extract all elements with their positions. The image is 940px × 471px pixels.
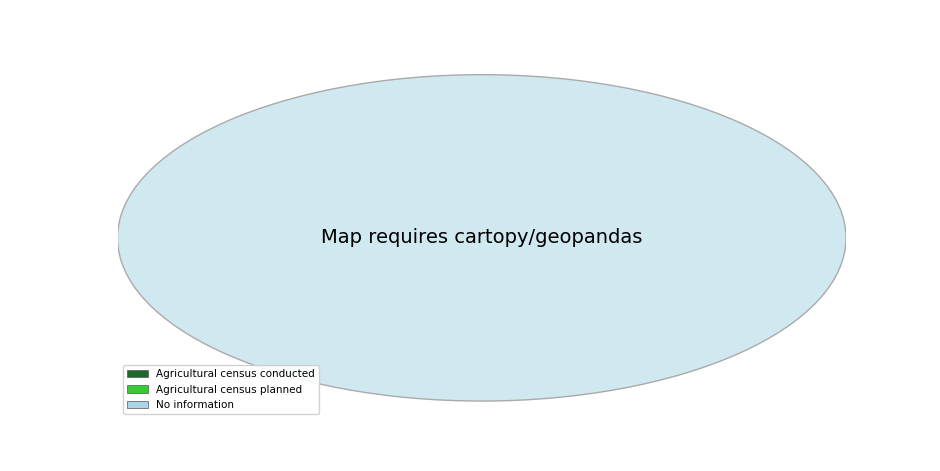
Ellipse shape xyxy=(118,75,846,401)
Text: Map requires cartopy/geopandas: Map requires cartopy/geopandas xyxy=(321,228,642,247)
Legend: Agricultural census conducted, Agricultural census planned, No information: Agricultural census conducted, Agricultu… xyxy=(123,365,319,414)
